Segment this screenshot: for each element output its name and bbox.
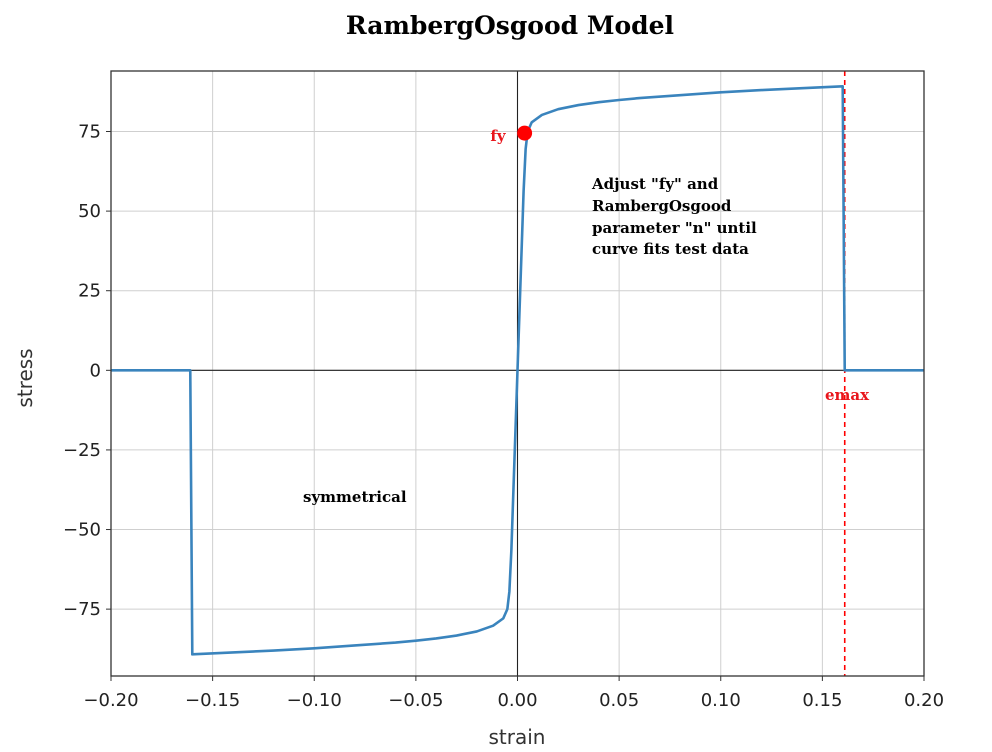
series-group: [111, 84, 924, 656]
fy-marker: [517, 125, 533, 141]
x-tick-label: −0.05: [388, 690, 443, 711]
x-tick-label: 0.00: [497, 690, 537, 711]
x-axis-ticks: −0.20 −0.15 −0.10 −0.05 0.00 0.05 0.10 0.15 0.20: [83, 676, 944, 711]
stress-strain-curve: [111, 84, 924, 656]
x-tick-label: −0.15: [185, 690, 240, 711]
emax-label: emax: [825, 386, 870, 404]
y-tick-label: 25: [78, 281, 101, 302]
x-tick-label: −0.20: [83, 690, 138, 711]
annotation-line-4: curve fits test data: [592, 240, 749, 258]
x-tick-label: 0.15: [802, 690, 842, 711]
fit-instructions-annotation: Adjust "fy" and RambergOsgood parameter …: [591, 175, 757, 258]
marker-group: [517, 125, 533, 141]
y-tick-label: 75: [78, 122, 101, 143]
x-tick-label: −0.10: [287, 690, 342, 711]
y-tick-label: −75: [63, 599, 101, 620]
annotation-line-2: RambergOsgood: [592, 197, 732, 215]
y-tick-label: −50: [63, 520, 101, 541]
y-axis-label: stress: [13, 348, 37, 407]
y-tick-label: −25: [63, 440, 101, 461]
y-tick-label: 50: [78, 201, 101, 222]
annotation-line-3: parameter "n" until: [592, 219, 757, 237]
symmetrical-annotation: symmetrical: [303, 488, 407, 506]
chart-title: RambergOsgood Model: [346, 11, 674, 40]
y-axis-ticks: −75 −50 −25 0 25 50 75: [63, 122, 111, 620]
x-tick-label: 0.05: [599, 690, 639, 711]
fy-label: fy: [490, 127, 506, 145]
x-tick-label: 0.10: [701, 690, 741, 711]
x-axis-label: strain: [489, 725, 546, 749]
y-tick-label: 0: [90, 360, 101, 381]
x-tick-label: 0.20: [904, 690, 944, 711]
annotation-line-1: Adjust "fy" and: [591, 175, 719, 193]
